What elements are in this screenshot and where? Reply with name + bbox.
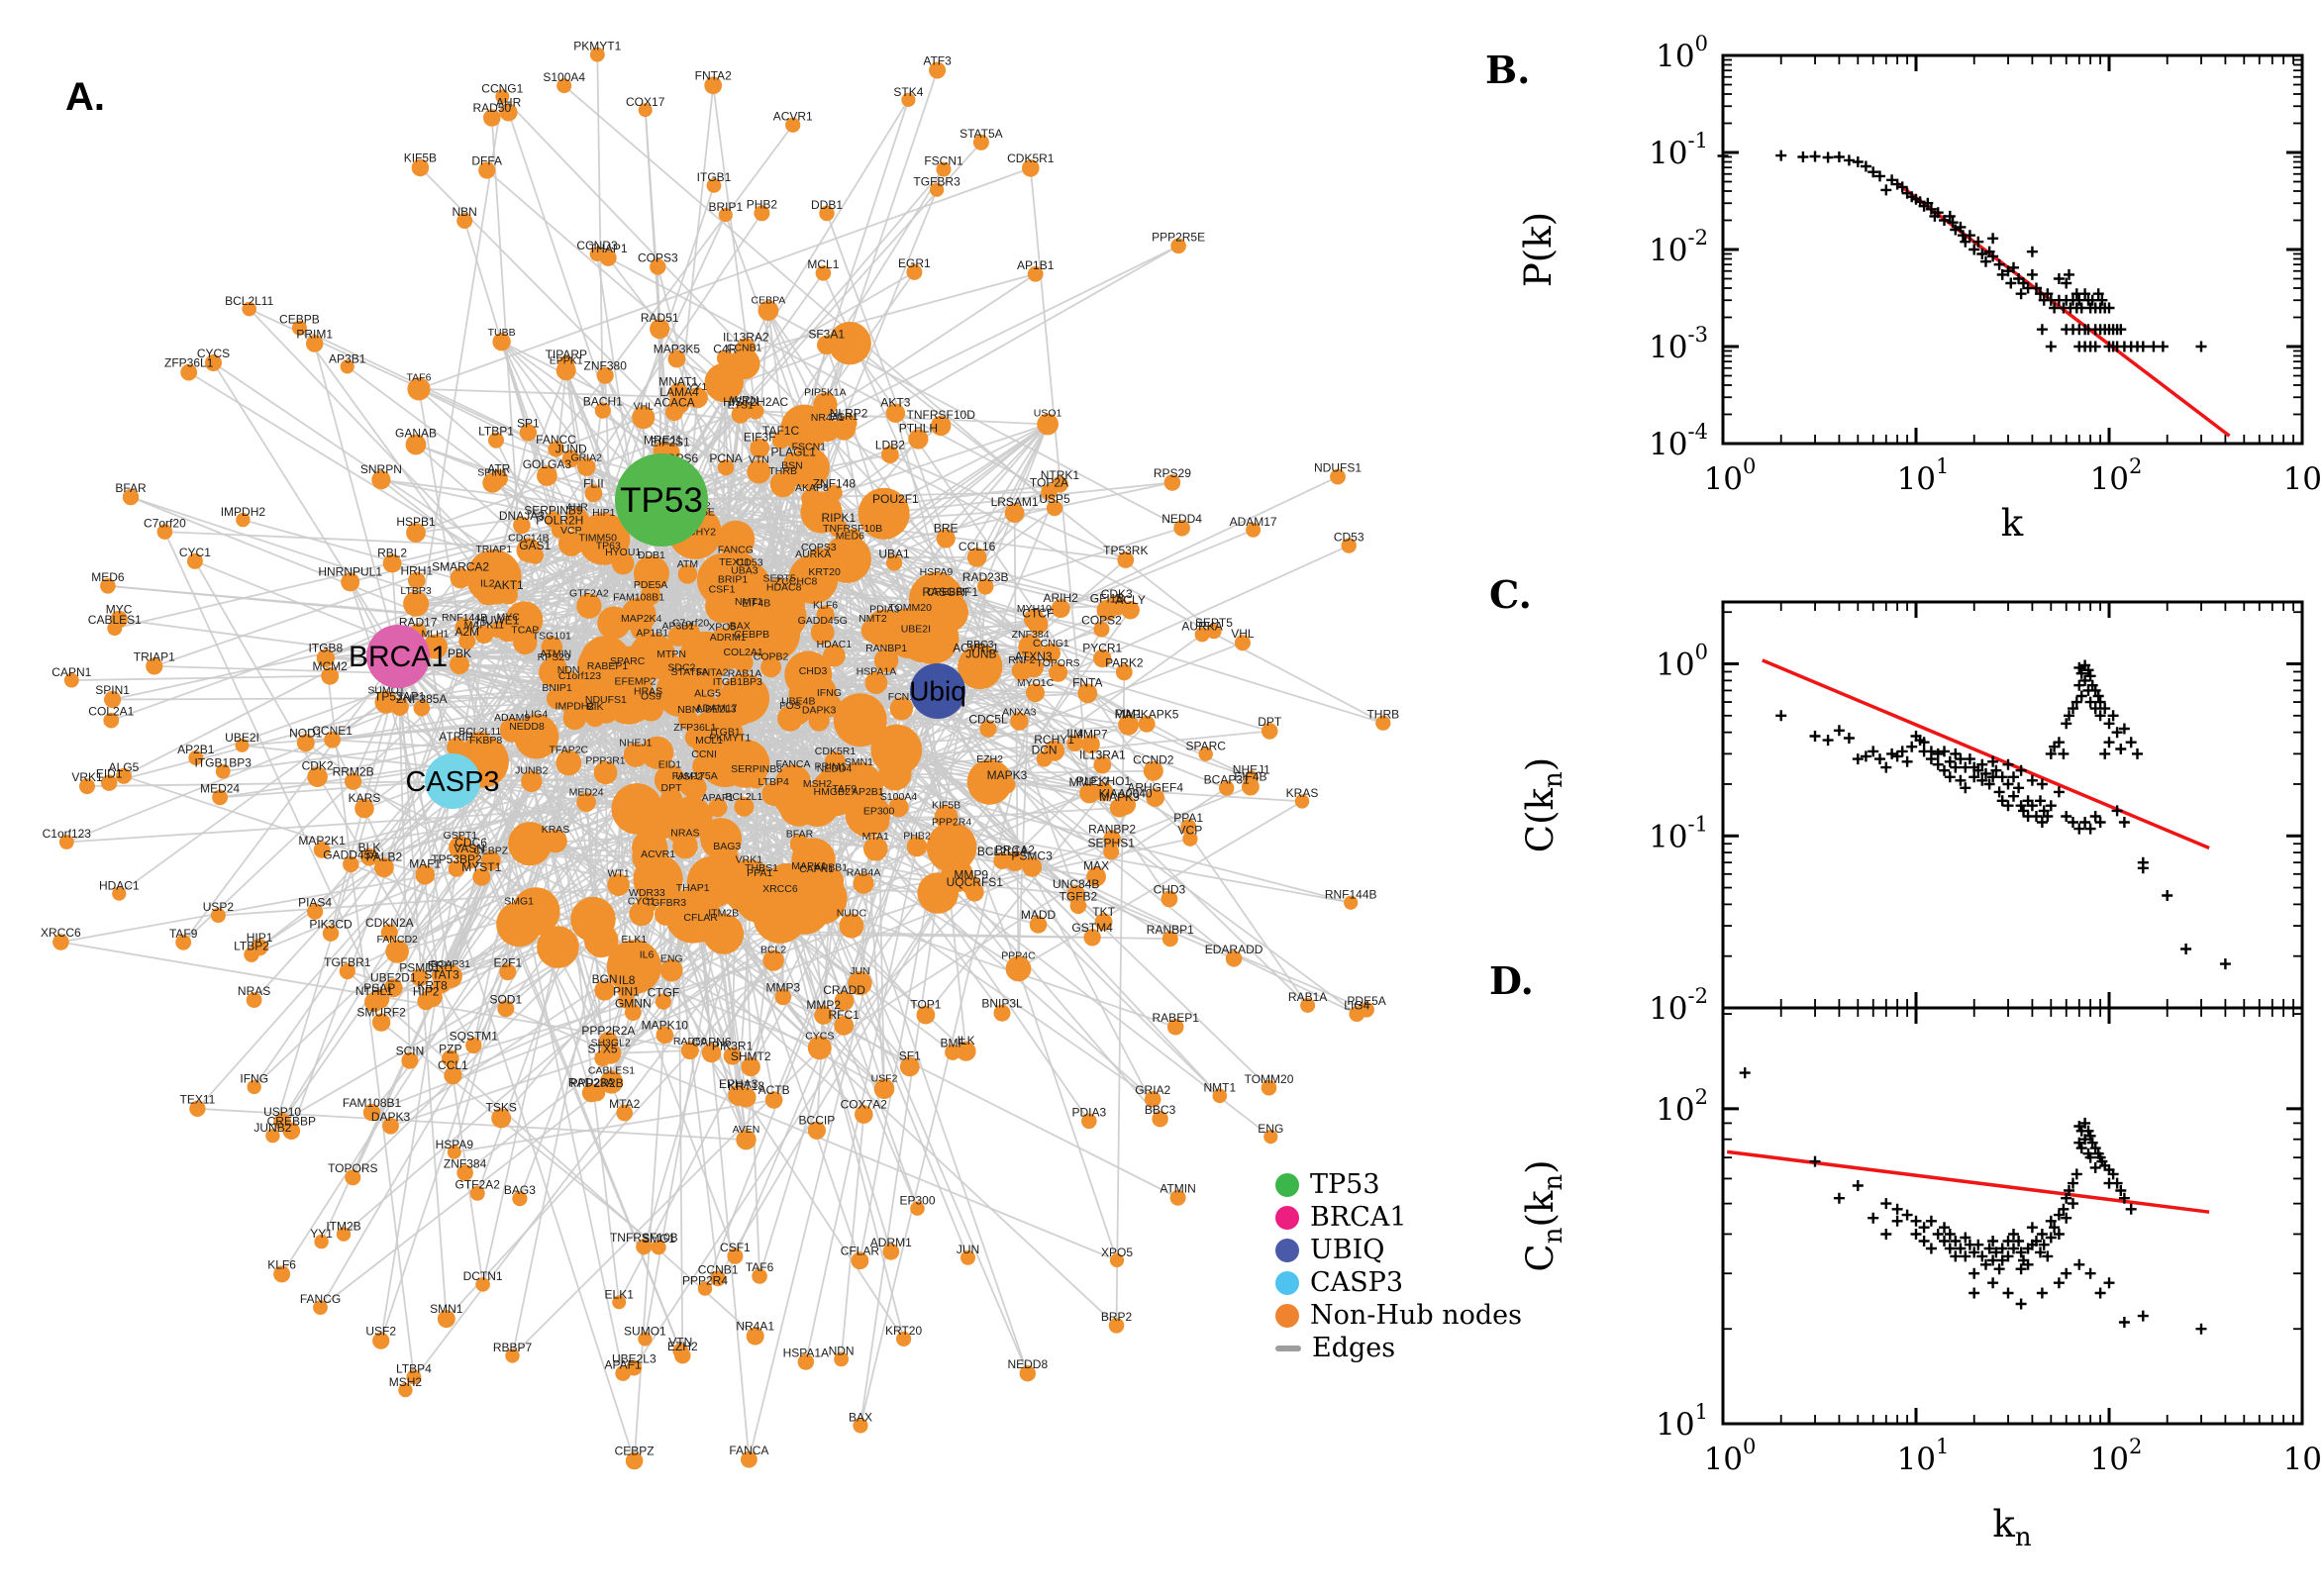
legend-item-nonhub: Non-Hub nodes	[1275, 1299, 1522, 1332]
y-axis-label: Cn(kn)	[1519, 1159, 1568, 1271]
tick-label: 101	[1656, 1400, 1708, 1443]
fit-line	[1762, 658, 2210, 850]
tp53-dot-icon	[1275, 1172, 1299, 1197]
tick-label: 102	[1656, 1085, 1708, 1128]
edge-line-icon	[1275, 1345, 1301, 1351]
hub-node-tp53	[615, 453, 708, 547]
legend-item-ubiq: UBIQ	[1275, 1234, 1522, 1266]
tick-label: 100	[1704, 1435, 1757, 1477]
tick-label: 100	[1704, 454, 1757, 497]
y-axis-label: P(k)	[1517, 212, 1560, 287]
ubiq-dot-icon	[1275, 1238, 1299, 1262]
hub-node-casp3	[425, 753, 480, 809]
node-labels: FSCN1NEDD4FANCGVRK1SMN1CD53CHD3AP2B1ADRM…	[41, 40, 1399, 1458]
hub-label-brca1: BRCA1	[349, 641, 448, 673]
chart-panel-d: 100101102103102101knCn(kn)	[1519, 1006, 2323, 1552]
plot-frame	[1721, 1006, 2304, 1426]
scatter-points	[1717, 150, 2207, 352]
legend-item-casp3: CASP3	[1275, 1266, 1522, 1299]
legend: TP53 BRCA1 UBIQ CASP3 Non-Hub nodes Edge…	[1275, 1168, 1522, 1364]
ppi-network-panel: FSCN1NEDD4FANCGVRK1SMN1CD53CHD3AP2B1ADRM…	[41, 40, 1399, 1470]
tick-label: 102	[2090, 454, 2143, 497]
plot-frame	[1721, 53, 2304, 446]
legend-label: Edges	[1312, 1333, 1396, 1363]
tick-label: 10-3	[1649, 323, 1708, 365]
hub-node-ubiq	[910, 663, 965, 719]
tick-label: 10-1	[1649, 812, 1708, 854]
hub-label-casp3: CASP3	[405, 766, 499, 798]
legend-item-brca1: BRCA1	[1275, 1201, 1522, 1234]
tick-label: 103	[2283, 454, 2323, 497]
panel-label-a: A.	[65, 75, 105, 119]
panel-label-b: B.	[1485, 48, 1531, 92]
axis-ticks	[1721, 53, 2304, 446]
hub-nodes: TP53 BRCA1 Ubiq CASP3	[349, 453, 966, 809]
tick-label: 10-1	[1649, 129, 1708, 171]
scatter-points	[1775, 659, 2231, 970]
x-axis-label: kn	[1992, 1503, 2031, 1552]
panel-label-c: C.	[1489, 572, 1532, 617]
legend-label: UBIQ	[1310, 1235, 1385, 1265]
chart-panel-b: 100 101 102 103 100 10-1 10-2 10-3 10-4 k P(k)	[1517, 32, 2323, 545]
legend-item-tp53: TP53	[1275, 1168, 1522, 1201]
legend-label: TP53	[1310, 1169, 1380, 1200]
tick-label: 101	[1897, 1435, 1950, 1477]
hub-label-tp53: TP53	[620, 481, 703, 520]
axis-ticks	[1721, 1008, 2304, 1426]
chart-panel-c: 100 10-1 10-2 C(kn)	[1519, 600, 2304, 1027]
x-axis-label: k	[2001, 502, 2024, 545]
tick-label: 10-4	[1649, 420, 1708, 462]
legend-label: BRCA1	[1310, 1202, 1407, 1233]
panel-label-d: D.	[1489, 958, 1534, 1003]
tick-label: 101	[1897, 454, 1950, 497]
hub-label-ubiq: Ubiq	[909, 676, 966, 707]
tick-label: 100	[1656, 641, 1708, 683]
casp3-dot-icon	[1275, 1270, 1299, 1295]
tick-label: 10-2	[1649, 984, 1708, 1027]
tick-label: 103	[2283, 1435, 2323, 1477]
tick-label: 100	[1656, 32, 1708, 74]
legend-label: Non-Hub nodes	[1310, 1300, 1522, 1331]
tick-label: 10-2	[1649, 226, 1708, 268]
nonhub-dot-icon	[1275, 1303, 1299, 1328]
y-axis-label: C(kn)	[1519, 757, 1568, 852]
fit-line	[1726, 1149, 2210, 1214]
scatter-points	[1739, 1067, 2207, 1335]
legend-label: CASP3	[1310, 1267, 1403, 1298]
hub-node-brca1	[366, 625, 430, 688]
brca1-dot-icon	[1275, 1205, 1299, 1230]
tick-label: 102	[2090, 1435, 2143, 1477]
legend-item-edges: Edges	[1275, 1332, 1522, 1364]
